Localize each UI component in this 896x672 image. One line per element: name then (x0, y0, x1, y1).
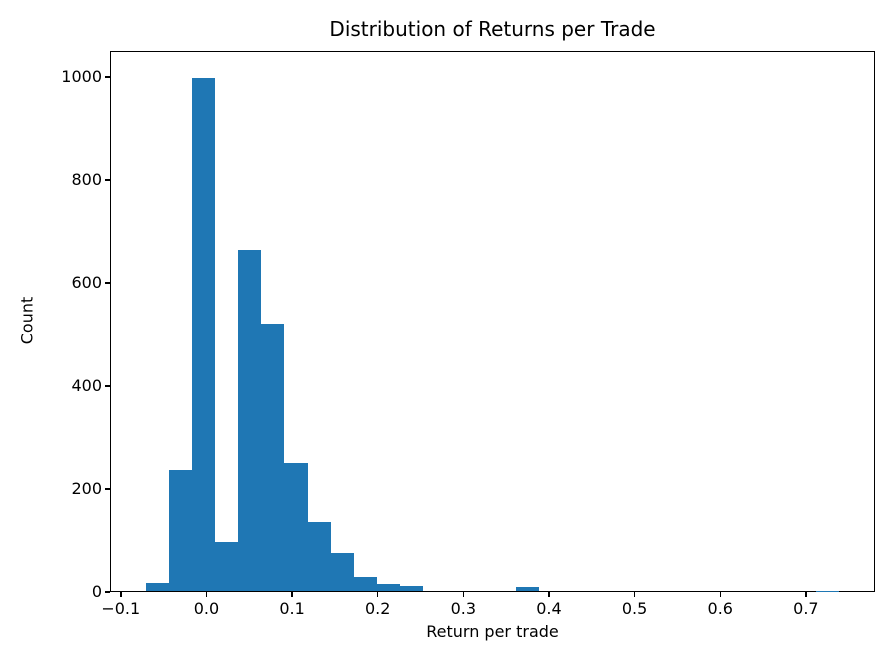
chart-title: Distribution of Returns per Trade (329, 17, 656, 41)
x-tick-label: 0.7 (793, 599, 819, 618)
x-tick-mark (548, 592, 550, 597)
y-tick-mark (105, 385, 110, 387)
bars-layer (111, 52, 874, 591)
histogram-bar (145, 583, 169, 591)
x-tick-label: 0.4 (536, 599, 562, 618)
y-tick-mark (105, 488, 110, 490)
y-tick-mark (105, 179, 110, 181)
y-tick-label: 200 (71, 478, 102, 498)
histogram-bar (261, 324, 285, 591)
x-tick-label: 0.5 (621, 599, 648, 618)
x-tick-label: 0.3 (450, 599, 477, 618)
histogram-bar (238, 249, 262, 591)
y-tick-label: 1000 (61, 66, 102, 86)
x-tick-mark (462, 592, 465, 597)
x-tick-label: 0.0 (193, 599, 220, 618)
histogram-bar (307, 521, 331, 591)
y-tick-label: 400 (71, 375, 102, 395)
histogram-bar (330, 552, 354, 591)
x-tick-mark (805, 592, 807, 597)
histogram-bar (215, 542, 239, 591)
y-tick-mark (105, 282, 110, 284)
y-tick-label: 600 (71, 272, 102, 292)
x-tick-mark (633, 592, 636, 597)
plot-area (110, 51, 875, 592)
y-axis-label: Count (17, 296, 37, 345)
y-tick-mark (105, 591, 110, 593)
y-tick-label: 800 (71, 169, 102, 189)
x-tick-label: 0.2 (364, 599, 391, 618)
y-tick-mark (105, 76, 110, 78)
histogram-bar (353, 576, 377, 591)
histogram-bar (168, 470, 192, 591)
x-tick-label: −0.1 (101, 599, 141, 618)
x-tick-label: 0.6 (707, 599, 733, 618)
x-tick-mark (291, 592, 293, 597)
x-tick-mark (376, 592, 379, 597)
histogram-bar (191, 77, 216, 591)
x-tick-mark (719, 592, 721, 597)
histogram-bar (376, 583, 401, 591)
x-tick-label: 0.1 (279, 599, 305, 618)
x-axis-label: Return per trade (426, 622, 559, 641)
x-tick-mark (205, 592, 208, 597)
x-tick-mark (120, 592, 122, 597)
histogram-bar (816, 590, 840, 591)
histogram-bar (400, 585, 424, 591)
histogram-bar (515, 587, 539, 591)
y-tick-label: 0 (91, 582, 102, 601)
histogram-bar (284, 462, 308, 591)
